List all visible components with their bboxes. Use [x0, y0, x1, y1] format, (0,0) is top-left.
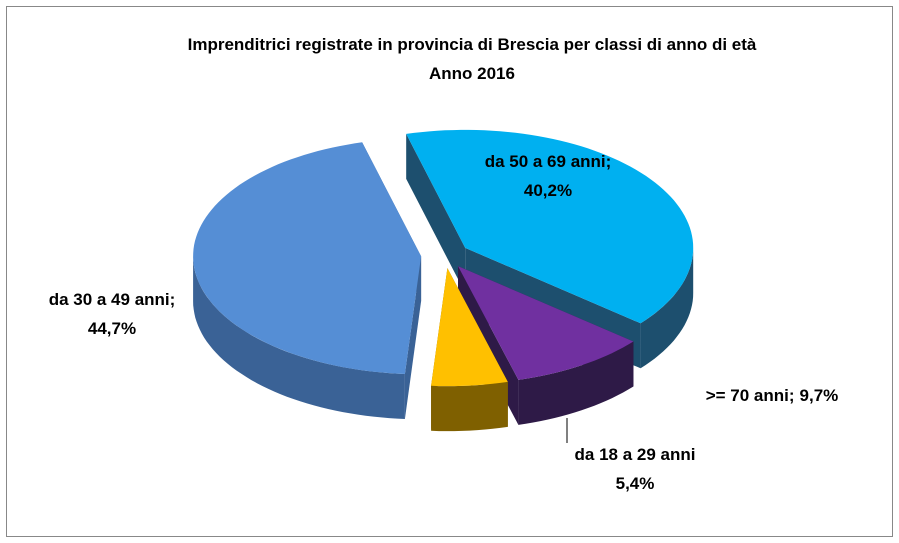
data-label: da 30 a 49 anni; 44,7% [49, 290, 176, 338]
slice-side [193, 256, 405, 419]
slice [458, 266, 634, 380]
slice-face [406, 133, 466, 293]
pie [193, 129, 694, 432]
data-label: da 18 a 29 anni 5,4% [575, 445, 696, 493]
data-label-category: >= 70 anni; [706, 386, 795, 405]
data-label-value: 44,7% [88, 319, 136, 338]
data-label-category: da 30 a 49 anni; [49, 290, 176, 309]
slice-side [518, 341, 634, 425]
chart-title: Imprenditrici registrate in provincia di… [188, 35, 757, 54]
data-label-value: 9,7% [800, 386, 839, 405]
data-label: da 50 a 69 anni; 40,2% [485, 152, 612, 200]
data-label-category: da 18 a 29 anni [575, 445, 696, 464]
slice-side [640, 247, 694, 369]
slice-side [431, 381, 508, 432]
labels: da 50 a 69 anni; 40,2% >= 70 anni; 9,7% da 1… [49, 152, 839, 493]
data-label-value: 40,2% [524, 181, 572, 200]
slice [431, 268, 508, 387]
data-label-value: 5,4% [616, 474, 655, 493]
slice [193, 142, 422, 374]
data-label-category: da 50 a 69 anni; [485, 152, 612, 171]
chart-border [6, 6, 893, 537]
slice-face [404, 256, 422, 419]
slice [406, 129, 694, 324]
data-label: >= 70 anni; 9,7% [706, 386, 839, 405]
chart-subtitle: Anno 2016 [429, 64, 515, 83]
